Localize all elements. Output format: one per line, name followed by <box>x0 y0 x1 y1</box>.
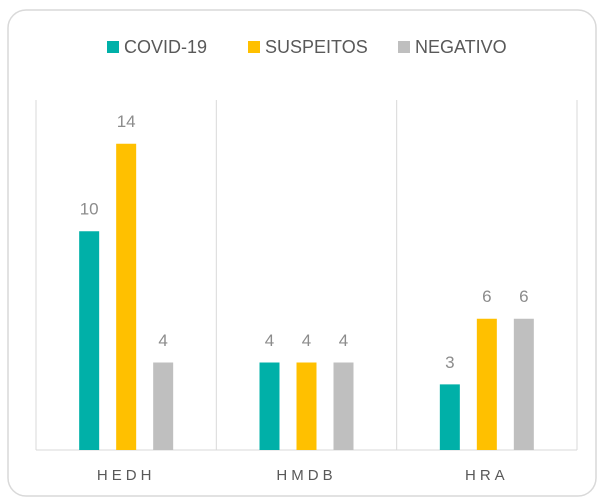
bar <box>79 231 100 450</box>
data-label: 4 <box>302 331 311 350</box>
legend-swatch <box>248 41 260 53</box>
data-label: 6 <box>482 287 491 306</box>
bar <box>513 318 534 450</box>
data-label: 4 <box>265 331 274 350</box>
bar <box>439 384 460 450</box>
x-tick-label: HMDB <box>276 467 336 484</box>
legend-label: SUSPEITOS <box>265 37 368 57</box>
data-label: 4 <box>158 331 167 350</box>
data-label: 3 <box>445 353 454 372</box>
data-label: 14 <box>117 112 136 131</box>
x-tick-label: HEDH <box>97 467 156 484</box>
bar <box>116 143 137 450</box>
bar <box>476 318 497 450</box>
bar <box>296 362 317 450</box>
legend-label: COVID-19 <box>124 37 207 57</box>
data-label: 10 <box>80 200 99 219</box>
legend-label: NEGATIVO <box>415 37 507 57</box>
data-label: 4 <box>339 331 348 350</box>
bar <box>153 362 174 450</box>
bar <box>333 362 354 450</box>
x-tick-label: HRA <box>465 467 509 484</box>
legend-swatch <box>107 41 119 53</box>
bar <box>259 362 280 450</box>
data-label: 6 <box>519 287 528 306</box>
legend-swatch <box>398 41 410 53</box>
